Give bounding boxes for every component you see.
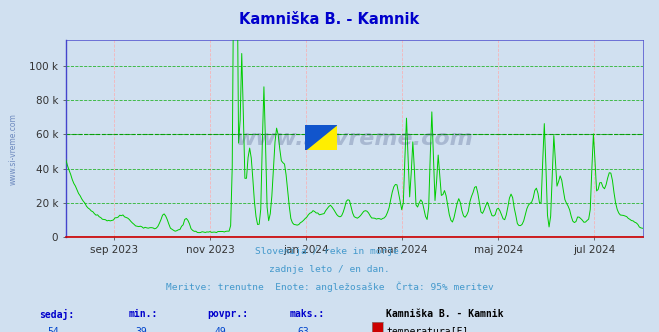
Text: Meritve: trenutne  Enote: angležosaške  Črta: 95% meritev: Meritve: trenutne Enote: angležosaške Čr… bbox=[165, 282, 494, 292]
Text: 54: 54 bbox=[47, 327, 59, 332]
Text: 39: 39 bbox=[136, 327, 148, 332]
Polygon shape bbox=[305, 125, 337, 150]
Polygon shape bbox=[305, 125, 337, 150]
Text: povpr.:: povpr.: bbox=[208, 309, 248, 319]
Text: sedaj:: sedaj: bbox=[40, 309, 74, 320]
Text: min.:: min.: bbox=[129, 309, 158, 319]
Text: www.si-vreme.com: www.si-vreme.com bbox=[9, 114, 18, 185]
Text: maks.:: maks.: bbox=[290, 309, 325, 319]
Text: 49: 49 bbox=[215, 327, 227, 332]
Text: 63: 63 bbox=[297, 327, 309, 332]
Text: Kamniška B. - Kamnik: Kamniška B. - Kamnik bbox=[386, 309, 503, 319]
Text: www.si-vreme.com: www.si-vreme.com bbox=[235, 128, 473, 149]
Text: temperatura[F]: temperatura[F] bbox=[387, 327, 469, 332]
Text: Kamniška B. - Kamnik: Kamniška B. - Kamnik bbox=[239, 12, 420, 27]
Text: Slovenija / reke in morje.: Slovenija / reke in morje. bbox=[255, 247, 404, 256]
Text: zadnje leto / en dan.: zadnje leto / en dan. bbox=[269, 265, 390, 274]
